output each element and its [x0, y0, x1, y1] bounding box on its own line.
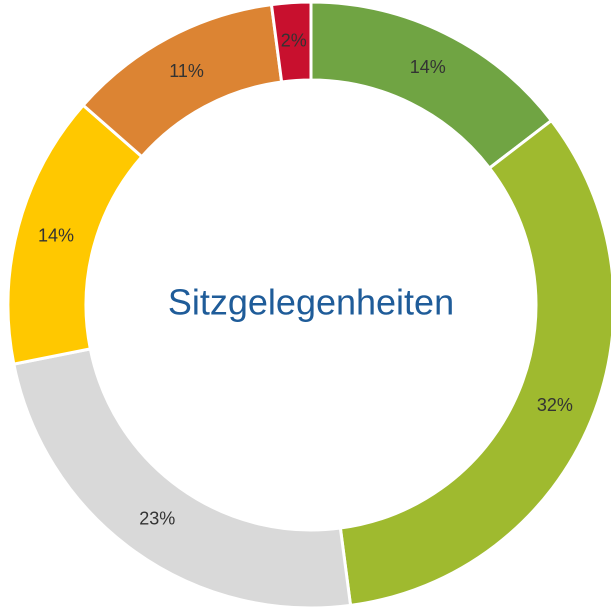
data-label: 14% — [38, 225, 74, 245]
data-label: 2% — [281, 30, 307, 50]
data-label: 11% — [169, 61, 204, 81]
donut-slice — [338, 118, 611, 608]
chart-title: Sitzgelegenheiten — [168, 282, 454, 323]
donut-slice — [269, 0, 313, 84]
data-label: 14% — [410, 57, 446, 77]
donut-slice — [6, 103, 144, 366]
data-label: 32% — [537, 395, 573, 415]
donut-slice — [309, 0, 554, 171]
donut-slice — [12, 347, 353, 609]
data-label: 23% — [139, 508, 175, 528]
